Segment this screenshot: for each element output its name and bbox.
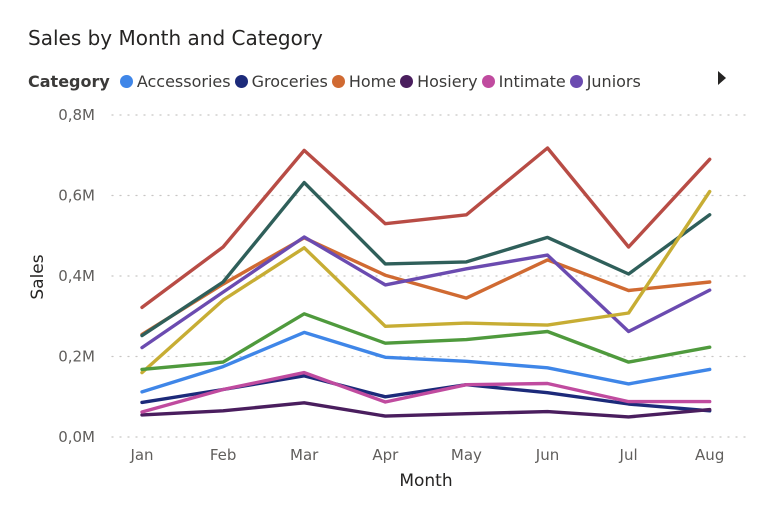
y-axis-title: Sales — [28, 254, 48, 299]
x-tick-label: Aug — [695, 446, 724, 464]
series-line-home[interactable] — [140, 236, 712, 337]
legend-item-hosiery[interactable]: Hosiery — [400, 72, 478, 91]
series-line-accessories[interactable] — [140, 330, 712, 394]
chart-title: Sales by Month and Category — [28, 26, 323, 50]
y-tick-label: 0,8M — [58, 106, 95, 124]
x-tick-label: Feb — [210, 446, 237, 464]
y-tick-label: 0,2M — [58, 348, 95, 366]
legend-label: Intimate — [498, 71, 566, 91]
y-axis-ticks: 0,0M 0,2M 0,4M 0,6M 0,8M — [58, 106, 95, 446]
series-line-unlabeled-9[interactable] — [140, 312, 712, 372]
x-tick-label: Jan — [129, 446, 153, 464]
legend-item-intimate[interactable]: Intimate — [481, 71, 566, 91]
series-line-hosiery[interactable] — [140, 401, 712, 419]
series-line-intimate[interactable] — [140, 370, 712, 414]
series-line-unlabeled-6[interactable] — [140, 146, 712, 310]
x-tick-label: Jun — [535, 446, 559, 464]
legend-item-accessories[interactable]: Accessories — [119, 71, 231, 91]
y-tick-label: 0,6M — [58, 187, 95, 205]
legend-dot-icon — [400, 74, 414, 88]
legend-dot-icon — [234, 74, 248, 88]
chart-legend: Category Accessories Groceries Home Hosi… — [28, 70, 645, 92]
y-tick-label: 0,4M — [58, 267, 95, 285]
x-axis-ticks: Jan Feb Mar Apr May Jun Jul Aug — [129, 446, 724, 464]
y-tick-label: 0,0M — [58, 428, 95, 446]
legend-next-page-icon[interactable] — [718, 71, 726, 85]
legend-dot-icon — [331, 74, 345, 88]
series-line-unlabeled-7[interactable] — [140, 180, 712, 338]
x-axis-title: Month — [399, 471, 452, 491]
x-tick-label: Apr — [372, 446, 399, 464]
legend-dot-icon — [569, 74, 583, 88]
legend-label: Accessories — [136, 71, 231, 91]
legend-dot-icon — [119, 74, 133, 88]
series-lines — [140, 146, 712, 419]
legend-label: Juniors — [586, 71, 641, 91]
gridlines — [111, 114, 746, 438]
x-tick-label: May — [451, 446, 482, 464]
legend-dot-icon — [481, 74, 495, 88]
legend-item-home[interactable]: Home — [331, 71, 397, 91]
series-line-unlabeled-8[interactable] — [140, 189, 712, 375]
legend-label: Groceries — [251, 71, 328, 91]
legend-label: Hosiery — [417, 71, 478, 91]
series-line-juniors[interactable] — [140, 235, 712, 350]
legend-item-juniors[interactable]: Juniors — [569, 71, 641, 91]
legend-title: Category — [28, 71, 110, 91]
legend-item-groceries[interactable]: Groceries — [234, 71, 328, 91]
x-tick-label: Mar — [290, 446, 319, 464]
legend-label: Home — [348, 71, 397, 91]
x-tick-label: Jul — [619, 446, 638, 464]
